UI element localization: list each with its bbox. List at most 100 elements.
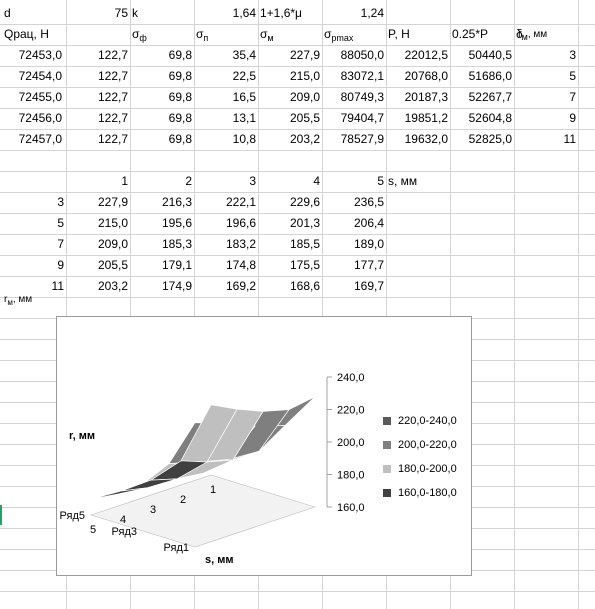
table2-cell[interactable]: 189,0: [353, 237, 384, 251]
table2-col-header[interactable]: 3: [249, 174, 256, 188]
table1-cell[interactable]: 215,0: [289, 69, 320, 83]
table2-cell[interactable]: 196,6: [225, 216, 256, 230]
table1-cell[interactable]: 122,7: [97, 132, 128, 146]
table2-col-header[interactable]: 4: [313, 174, 320, 188]
table1-cell[interactable]: 50440,5: [468, 48, 512, 62]
table1-cell[interactable]: 79404,7: [340, 111, 384, 125]
table2-row-header[interactable]: 5: [57, 216, 64, 230]
table1-cell[interactable]: 122,7: [97, 90, 128, 104]
table1-cell[interactable]: 122,7: [97, 48, 128, 62]
table1-cell[interactable]: 19632,0: [404, 132, 448, 146]
table2-cell[interactable]: 174,9: [161, 279, 192, 293]
table1-cell[interactable]: 72455,0: [18, 90, 62, 104]
table2-cell[interactable]: 185,3: [161, 237, 192, 251]
table1-cell[interactable]: 3: [569, 48, 576, 62]
table1-cell[interactable]: 9: [569, 111, 576, 125]
table2-col-header[interactable]: 1: [121, 174, 128, 188]
table2-cell[interactable]: 227,9: [97, 195, 128, 209]
table1-header-delta[interactable]: δ: [514, 24, 578, 45]
table2-row-header[interactable]: 3: [57, 195, 64, 209]
table2-cell[interactable]: 215,0: [97, 216, 128, 230]
table1-cell[interactable]: 122,7: [97, 69, 128, 83]
table2-cell[interactable]: 229,6: [289, 195, 320, 209]
table2-cell[interactable]: 216,3: [161, 195, 192, 209]
table1-cell[interactable]: 5: [569, 69, 576, 83]
table2-cell[interactable]: 169,2: [225, 279, 256, 293]
table1-cell[interactable]: 209,0: [289, 90, 320, 104]
table1-cell[interactable]: 203,2: [289, 132, 320, 146]
table1-cell[interactable]: 78527,9: [340, 132, 384, 146]
surface-chart[interactable]: 240,0 220,0 200,0 180,0 160,0 1 2 3 4 5 Ряд1 Ряд3 Ря…: [56, 316, 472, 576]
table1-cell[interactable]: 69,8: [168, 132, 192, 146]
param-expr-value[interactable]: 1,24: [360, 6, 384, 20]
table1-cell[interactable]: 83072,1: [340, 69, 384, 83]
table1-cell[interactable]: 52825,0: [468, 132, 512, 146]
table2-cell[interactable]: 185,5: [289, 237, 320, 251]
table1-header-sigma-p[interactable]: σп: [194, 24, 258, 45]
table1-cell[interactable]: 69,8: [168, 69, 192, 83]
table1-cell[interactable]: 22,5: [232, 69, 256, 83]
table1-cell[interactable]: 35,4: [232, 48, 256, 62]
table1-header-rm[interactable]: rм, мм: [516, 24, 580, 45]
table2-cell[interactable]: 179,1: [161, 258, 192, 272]
table1-header-quarter-p[interactable]: 0.25*P: [450, 24, 514, 45]
table2-row-header[interactable]: 9: [57, 258, 64, 272]
param-k-value[interactable]: 1,64: [232, 6, 256, 20]
table1-cell[interactable]: 22012,5: [404, 48, 448, 62]
table2-col-header[interactable]: 2: [185, 174, 192, 188]
grid-line: [0, 87, 595, 88]
table1-cell[interactable]: 7: [569, 90, 576, 104]
table2-cell[interactable]: 175,5: [289, 258, 320, 272]
s-axis-label-cell[interactable]: s, мм: [388, 174, 418, 188]
table2-cell[interactable]: 205,5: [97, 258, 128, 272]
table2-row-header[interactable]: 7: [57, 237, 64, 251]
table1-cell[interactable]: 10,8: [232, 132, 256, 146]
table2-cell[interactable]: 169,7: [353, 279, 384, 293]
table1-cell[interactable]: 13,1: [232, 111, 256, 125]
table1-cell[interactable]: 69,8: [168, 90, 192, 104]
table1-cell[interactable]: 72457,0: [18, 132, 62, 146]
table1-header-sigma-pmax[interactable]: σpmax: [322, 24, 386, 45]
table1-header-sigma-m[interactable]: σм: [258, 24, 322, 45]
table2-cell[interactable]: 236,5: [353, 195, 384, 209]
table1-cell[interactable]: 88050,0: [340, 48, 384, 62]
table2-cell[interactable]: 203,2: [97, 279, 128, 293]
param-expr-label[interactable]: 1+1,6*μ: [260, 6, 302, 20]
table1-cell[interactable]: 69,8: [168, 111, 192, 125]
table1-cell[interactable]: 19851,2: [404, 111, 448, 125]
table1-cell[interactable]: 72453,0: [18, 48, 62, 62]
table1-cell[interactable]: 11: [563, 132, 576, 146]
param-d-value[interactable]: 75: [114, 6, 128, 20]
table1-cell[interactable]: 72454,0: [18, 69, 62, 83]
table1-cell[interactable]: 227,9: [289, 48, 320, 62]
table2-cell[interactable]: 174,8: [225, 258, 256, 272]
table1-cell[interactable]: 69,8: [168, 48, 192, 62]
table1-header-sigma-f[interactable]: σф: [130, 24, 194, 45]
table2-cell[interactable]: 222,1: [225, 195, 256, 209]
table2-cell[interactable]: 177,7: [353, 258, 384, 272]
table1-cell[interactable]: 205,5: [289, 111, 320, 125]
table1-cell[interactable]: 20768,0: [404, 69, 448, 83]
table2-row-header[interactable]: 11: [51, 279, 64, 293]
table1-header-q[interactable]: Qрац, Н: [2, 24, 66, 45]
table1-cell[interactable]: 16,5: [232, 90, 256, 104]
table1-cell[interactable]: 20187,3: [404, 90, 448, 104]
table2-col-header[interactable]: 5: [377, 174, 384, 188]
table1-header-p[interactable]: P, H: [386, 24, 450, 45]
table1-cell[interactable]: 51686,0: [468, 69, 512, 83]
table2-cell[interactable]: 206,4: [353, 216, 384, 230]
table2-cell[interactable]: 201,3: [289, 216, 320, 230]
table2-cell[interactable]: 195,6: [161, 216, 192, 230]
table2-cell[interactable]: 183,2: [225, 237, 256, 251]
table1-cell[interactable]: 52267,7: [468, 90, 512, 104]
table2-cell[interactable]: 168,6: [289, 279, 320, 293]
table1-cell[interactable]: 52604,8: [468, 111, 512, 125]
r-axis-label-cell[interactable]: rм, мм: [2, 289, 66, 310]
param-d-label[interactable]: d: [4, 6, 11, 20]
table1-cell[interactable]: 122,7: [97, 111, 128, 125]
header-symbol: σ: [260, 27, 268, 41]
table1-cell[interactable]: 80749,3: [340, 90, 384, 104]
table1-cell[interactable]: 72456,0: [18, 111, 62, 125]
param-k-label[interactable]: k: [132, 6, 138, 20]
table2-cell[interactable]: 209,0: [97, 237, 128, 251]
